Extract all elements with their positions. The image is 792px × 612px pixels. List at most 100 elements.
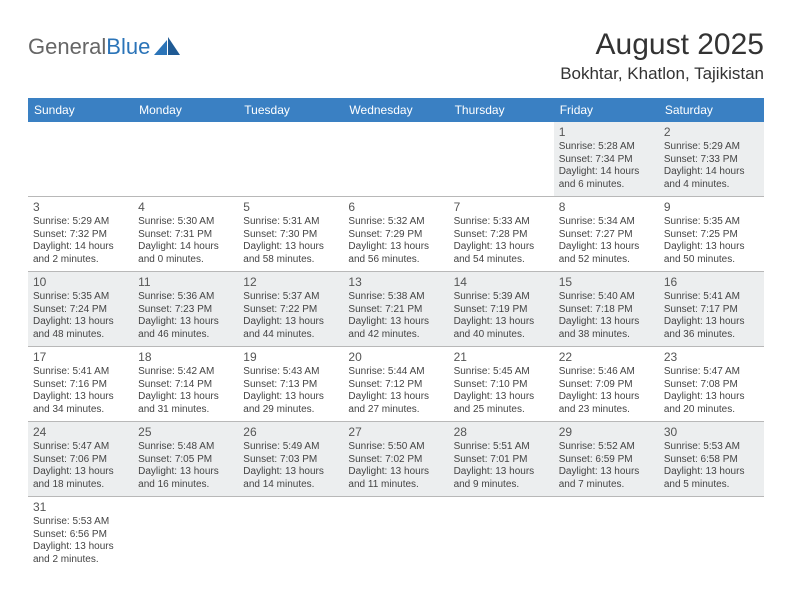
calendar-cell: 9Sunrise: 5:35 AMSunset: 7:25 PMDaylight…: [659, 197, 764, 272]
day-number: 14: [454, 275, 549, 290]
sunrise-text: Sunrise: 5:37 AM: [243, 291, 338, 304]
sail-icon: [154, 37, 180, 57]
daylight-text: Daylight: 13 hours and 56 minutes.: [348, 241, 443, 266]
daylight-text: Daylight: 13 hours and 48 minutes.: [33, 316, 128, 341]
day-number: 19: [243, 350, 338, 365]
day-number: 18: [138, 350, 233, 365]
sunrise-text: Sunrise: 5:41 AM: [33, 366, 128, 379]
calendar-cell: 22Sunrise: 5:46 AMSunset: 7:09 PMDayligh…: [554, 347, 659, 422]
day-number: 1: [559, 125, 654, 140]
sunset-text: Sunset: 7:34 PM: [559, 154, 654, 167]
calendar-cell: 2Sunrise: 5:29 AMSunset: 7:33 PMDaylight…: [659, 122, 764, 197]
day-number: 29: [559, 425, 654, 440]
calendar-cell: 26Sunrise: 5:49 AMSunset: 7:03 PMDayligh…: [238, 422, 343, 497]
sunrise-text: Sunrise: 5:36 AM: [138, 291, 233, 304]
day-number: 10: [33, 275, 128, 290]
sunset-text: Sunset: 7:33 PM: [664, 154, 759, 167]
sunrise-text: Sunrise: 5:46 AM: [559, 366, 654, 379]
sunset-text: Sunset: 7:17 PM: [664, 304, 759, 317]
calendar-cell: 6Sunrise: 5:32 AMSunset: 7:29 PMDaylight…: [343, 197, 448, 272]
sunrise-text: Sunrise: 5:45 AM: [454, 366, 549, 379]
calendar-row: 24Sunrise: 5:47 AMSunset: 7:06 PMDayligh…: [28, 422, 764, 497]
calendar-cell: 1Sunrise: 5:28 AMSunset: 7:34 PMDaylight…: [554, 122, 659, 197]
sunrise-text: Sunrise: 5:41 AM: [664, 291, 759, 304]
calendar-row: 17Sunrise: 5:41 AMSunset: 7:16 PMDayligh…: [28, 347, 764, 422]
weekday-header: Sunday: [28, 98, 133, 122]
sunrise-text: Sunrise: 5:33 AM: [454, 216, 549, 229]
weekday-header: Saturday: [659, 98, 764, 122]
calendar-cell: 27Sunrise: 5:50 AMSunset: 7:02 PMDayligh…: [343, 422, 448, 497]
day-number: 8: [559, 200, 654, 215]
calendar-cell: [659, 497, 764, 572]
sunset-text: Sunset: 7:29 PM: [348, 229, 443, 242]
sunrise-text: Sunrise: 5:53 AM: [33, 516, 128, 529]
day-number: 16: [664, 275, 759, 290]
daylight-text: Daylight: 13 hours and 58 minutes.: [243, 241, 338, 266]
calendar-cell: 19Sunrise: 5:43 AMSunset: 7:13 PMDayligh…: [238, 347, 343, 422]
sunrise-text: Sunrise: 5:32 AM: [348, 216, 443, 229]
calendar-cell: 17Sunrise: 5:41 AMSunset: 7:16 PMDayligh…: [28, 347, 133, 422]
sunset-text: Sunset: 7:03 PM: [243, 454, 338, 467]
daylight-text: Daylight: 13 hours and 42 minutes.: [348, 316, 443, 341]
sunrise-text: Sunrise: 5:35 AM: [33, 291, 128, 304]
location: Bokhtar, Khatlon, Tajikistan: [560, 64, 764, 84]
daylight-text: Daylight: 13 hours and 44 minutes.: [243, 316, 338, 341]
weekday-header: Thursday: [449, 98, 554, 122]
day-number: 21: [454, 350, 549, 365]
day-number: 24: [33, 425, 128, 440]
calendar-cell: 21Sunrise: 5:45 AMSunset: 7:10 PMDayligh…: [449, 347, 554, 422]
daylight-text: Daylight: 13 hours and 36 minutes.: [664, 316, 759, 341]
calendar-cell: 5Sunrise: 5:31 AMSunset: 7:30 PMDaylight…: [238, 197, 343, 272]
weekday-header: Tuesday: [238, 98, 343, 122]
day-number: 15: [559, 275, 654, 290]
calendar-cell: 29Sunrise: 5:52 AMSunset: 6:59 PMDayligh…: [554, 422, 659, 497]
day-number: 13: [348, 275, 443, 290]
daylight-text: Daylight: 13 hours and 9 minutes.: [454, 466, 549, 491]
day-number: 2: [664, 125, 759, 140]
calendar-cell: 25Sunrise: 5:48 AMSunset: 7:05 PMDayligh…: [133, 422, 238, 497]
title-block: August 2025 Bokhtar, Khatlon, Tajikistan: [560, 28, 764, 84]
day-number: 28: [454, 425, 549, 440]
calendar-row: 10Sunrise: 5:35 AMSunset: 7:24 PMDayligh…: [28, 272, 764, 347]
calendar-cell: 3Sunrise: 5:29 AMSunset: 7:32 PMDaylight…: [28, 197, 133, 272]
daylight-text: Daylight: 13 hours and 54 minutes.: [454, 241, 549, 266]
sunrise-text: Sunrise: 5:53 AM: [664, 441, 759, 454]
sunrise-text: Sunrise: 5:43 AM: [243, 366, 338, 379]
sunset-text: Sunset: 7:18 PM: [559, 304, 654, 317]
calendar-cell: [238, 122, 343, 197]
day-number: 4: [138, 200, 233, 215]
daylight-text: Daylight: 13 hours and 11 minutes.: [348, 466, 443, 491]
logo-text-2: Blue: [106, 34, 150, 60]
sunrise-text: Sunrise: 5:52 AM: [559, 441, 654, 454]
day-number: 11: [138, 275, 233, 290]
daylight-text: Daylight: 14 hours and 6 minutes.: [559, 166, 654, 191]
daylight-text: Daylight: 13 hours and 25 minutes.: [454, 391, 549, 416]
daylight-text: Daylight: 13 hours and 52 minutes.: [559, 241, 654, 266]
sunrise-text: Sunrise: 5:48 AM: [138, 441, 233, 454]
sunrise-text: Sunrise: 5:40 AM: [559, 291, 654, 304]
sunrise-text: Sunrise: 5:30 AM: [138, 216, 233, 229]
sunrise-text: Sunrise: 5:38 AM: [348, 291, 443, 304]
sunrise-text: Sunrise: 5:34 AM: [559, 216, 654, 229]
daylight-text: Daylight: 13 hours and 50 minutes.: [664, 241, 759, 266]
sunset-text: Sunset: 7:31 PM: [138, 229, 233, 242]
day-number: 23: [664, 350, 759, 365]
weekday-header: Friday: [554, 98, 659, 122]
sunset-text: Sunset: 7:25 PM: [664, 229, 759, 242]
calendar-row: 1Sunrise: 5:28 AMSunset: 7:34 PMDaylight…: [28, 122, 764, 197]
calendar-cell: [449, 122, 554, 197]
calendar-cell: 20Sunrise: 5:44 AMSunset: 7:12 PMDayligh…: [343, 347, 448, 422]
sunset-text: Sunset: 7:30 PM: [243, 229, 338, 242]
sunset-text: Sunset: 7:23 PM: [138, 304, 233, 317]
sunrise-text: Sunrise: 5:31 AM: [243, 216, 338, 229]
daylight-text: Daylight: 13 hours and 40 minutes.: [454, 316, 549, 341]
day-number: 22: [559, 350, 654, 365]
calendar-cell: 7Sunrise: 5:33 AMSunset: 7:28 PMDaylight…: [449, 197, 554, 272]
daylight-text: Daylight: 13 hours and 23 minutes.: [559, 391, 654, 416]
sunset-text: Sunset: 6:56 PM: [33, 529, 128, 542]
calendar-cell: [449, 497, 554, 572]
day-number: 26: [243, 425, 338, 440]
calendar-cell: [238, 497, 343, 572]
sunset-text: Sunset: 7:08 PM: [664, 379, 759, 392]
logo: GeneralBlue: [28, 28, 180, 60]
